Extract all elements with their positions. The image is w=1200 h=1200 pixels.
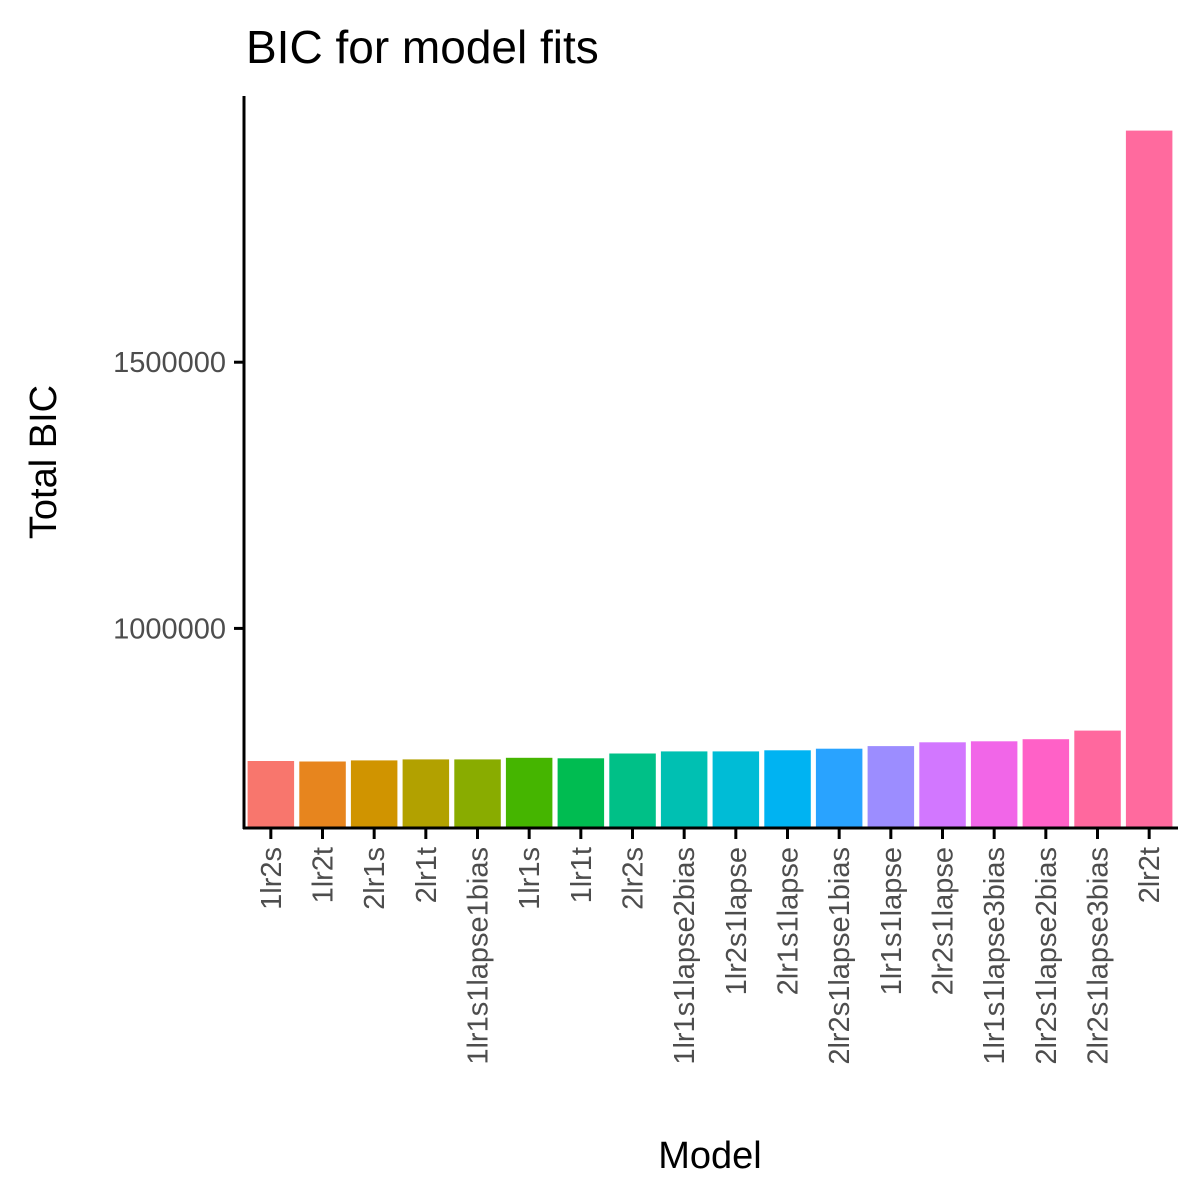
bar-2lr2s1lapse3bias (1074, 730, 1121, 827)
y-tick-label: 1500000 (113, 347, 226, 379)
y-ticks-group: 1000000 1500000 (113, 347, 244, 645)
x-ticks-group: 1lr2s 1lr2t 2lr1s 2lr1t 1lr1s1lapse1bias 1lr1… (256, 829, 1166, 1065)
bar-2lr1s1lapse (764, 750, 811, 827)
x-tick-label: 1lr1s (514, 847, 546, 910)
x-tick-label: 2lr2s1lapse2bias (1031, 847, 1063, 1065)
x-tick-label: 2lr1s1lapse (773, 847, 805, 995)
bar-1lr1s1lapse1bias (454, 759, 501, 827)
x-axis-title: Model (658, 1135, 762, 1177)
x-tick-label: 1lr2s (256, 847, 288, 910)
x-tick-label: 2lr1t (411, 847, 443, 903)
x-tick-label: 2lr2s1lapse (928, 847, 960, 995)
chart-title: BIC for model fits (246, 21, 599, 73)
y-tick-label: 1000000 (113, 613, 226, 645)
bar-1lr1s1lapse2bias (660, 751, 708, 827)
bar-2lr1t (402, 759, 450, 827)
bar-2lr2s (609, 753, 656, 827)
x-tick-label: 1lr1s1lapse (876, 847, 908, 995)
x-tick-label: 1lr1s1lapse1bias (463, 847, 495, 1065)
x-tick-label: 2lr2s1lapse3bias (1083, 847, 1115, 1065)
x-tick-label: 1lr2t (308, 847, 340, 903)
bar-2lr2t (1125, 130, 1173, 828)
x-tick-label: 2lr2s1lapse1bias (824, 847, 856, 1065)
bar-1lr2t (299, 761, 346, 827)
y-axis-title: Total BIC (23, 385, 65, 539)
bar-1lr1s1lapse (867, 746, 915, 827)
x-tick-label: 1lr1s1lapse2bias (669, 847, 701, 1065)
bar-2lr2s1lapse2bias (1022, 739, 1070, 827)
bar-1lr1t (557, 758, 605, 827)
bar-1lr1s1lapse3bias (970, 741, 1018, 827)
x-tick-label: 1lr2s1lapse (721, 847, 753, 995)
bar-2lr2s1lapse1bias (815, 748, 863, 827)
x-tick-label: 2lr2t (1134, 847, 1166, 903)
bar-1lr2s1lapse (712, 751, 760, 827)
bar-1lr1s (505, 757, 553, 827)
x-tick-label: 1lr1t (566, 847, 598, 903)
bar-2lr1s (350, 760, 398, 827)
bars-group (247, 130, 1173, 828)
bar-1lr2s (247, 761, 295, 827)
bar-2lr2s1lapse (919, 742, 966, 827)
x-tick-label: 2lr2s (618, 847, 650, 910)
x-tick-label: 2lr1s (359, 847, 391, 910)
x-tick-label: 1lr1s1lapse3bias (979, 847, 1011, 1065)
